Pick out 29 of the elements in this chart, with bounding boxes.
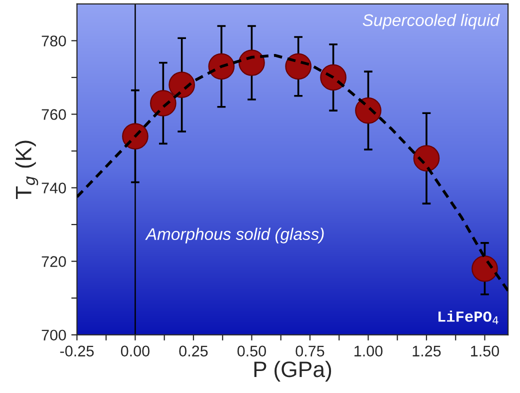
- x-tick-label: 0.75: [296, 346, 324, 356]
- point: [320, 64, 346, 91]
- y-tick-label: 700: [42, 330, 66, 341]
- annotation: Amorphous solid (glass): [145, 228, 324, 244]
- point: [355, 97, 382, 124]
- point: [168, 72, 195, 98]
- x-tick-label: 1.25: [412, 346, 441, 356]
- point: [285, 53, 312, 80]
- point: [413, 145, 440, 172]
- y-tick-label: 740: [42, 182, 66, 194]
- line-series: [76, 54, 508, 292]
- point: [472, 255, 498, 282]
- y-axis-title: T$_{g}$ (K): [15, 140, 38, 199]
- x-tick-label: 0.25: [179, 346, 208, 356]
- x-axis-title: P (GPa): [254, 360, 332, 382]
- x-tick-label: -0.25: [60, 346, 94, 356]
- y-tick-label: 720: [42, 256, 66, 267]
- point: [238, 50, 265, 76]
- x-tick-label: 1.50: [471, 346, 500, 356]
- x-tick-label: 0.50: [237, 346, 266, 356]
- x-tick-label: 1.00: [354, 346, 382, 356]
- annotation: Supercooled liquid: [362, 14, 500, 30]
- annotation: LiFePO$_{4}$: [438, 310, 498, 324]
- point: [122, 123, 148, 150]
- y-tick-label: 760: [42, 109, 66, 120]
- x-tick-label: 0.00: [120, 346, 150, 356]
- y-tick-label: 780: [42, 36, 66, 46]
- point: [208, 53, 235, 80]
- point: [150, 90, 176, 116]
